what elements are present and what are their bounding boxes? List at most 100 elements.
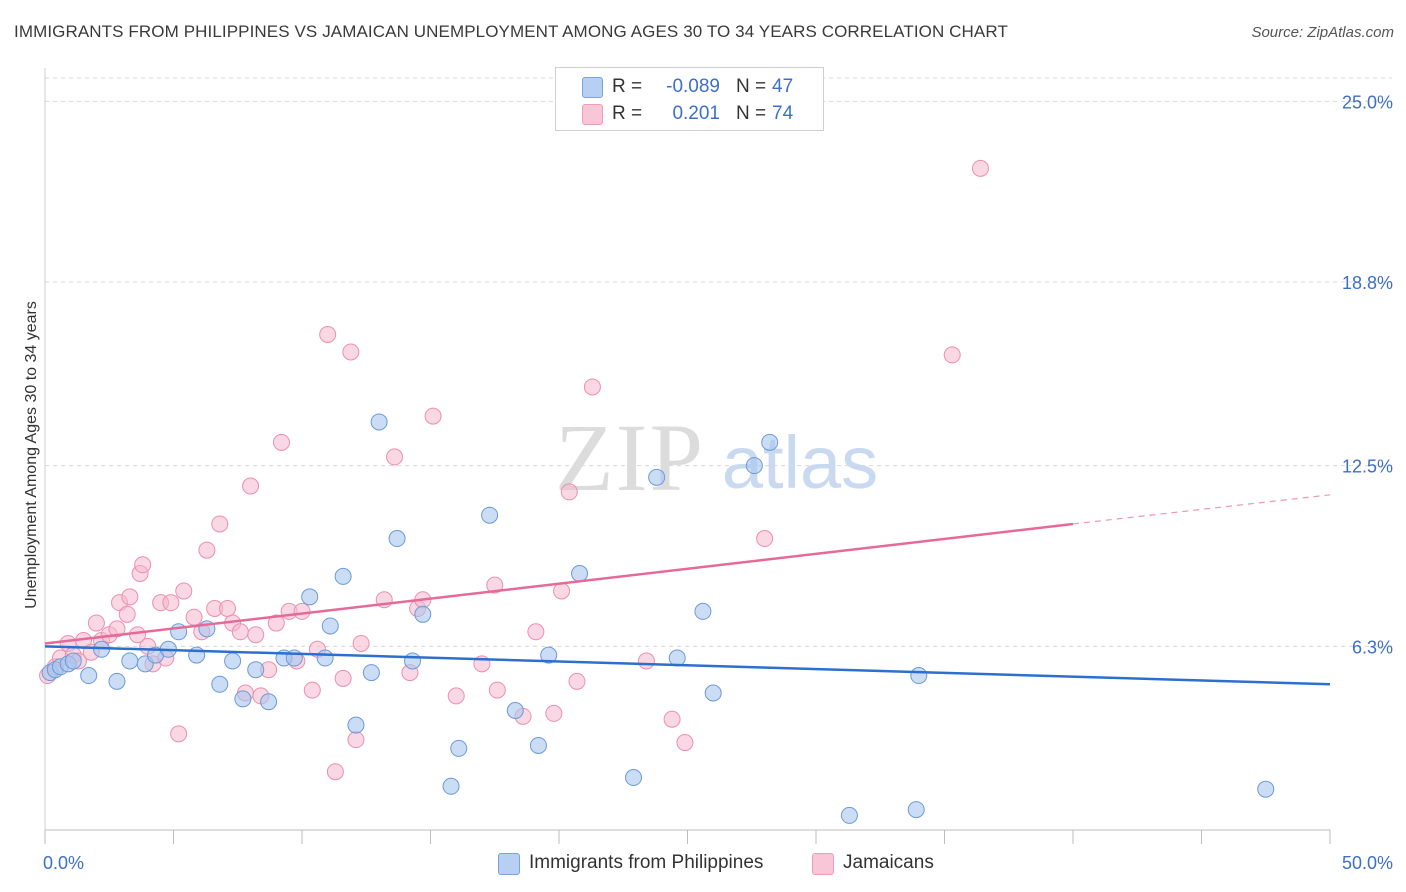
philippines-point	[224, 652, 242, 670]
watermark-zip: ZIP	[555, 404, 705, 511]
jamaicans-point	[118, 605, 136, 623]
philippines-point	[316, 649, 334, 667]
jamaicans-point	[352, 634, 370, 652]
philippines-point	[625, 769, 643, 787]
jamaicans-point	[347, 731, 365, 749]
legend-n-value: 74	[772, 103, 794, 124]
jamaicans-trend-extension	[1072, 494, 1331, 525]
jamaicans-point	[303, 681, 321, 699]
legend-label-jamaicans: Jamaicans	[843, 852, 934, 873]
trend-lines	[44, 494, 1331, 686]
y-tick-label: 25.0%	[1342, 92, 1393, 112]
watermark-atlas: atlas	[722, 421, 878, 504]
legend-swatch-pink	[582, 104, 603, 125]
jamaicans-point	[568, 672, 586, 690]
legend-swatch-blue	[498, 853, 520, 875]
philippines-point	[80, 667, 98, 685]
jamaicans-point	[637, 652, 655, 670]
philippines-point	[108, 672, 126, 690]
jamaicans-point	[242, 477, 260, 495]
stats-legend: R = -0.089 N = 47 R = 0.201 N = 74	[555, 67, 824, 131]
jamaicans-trend-line	[44, 522, 1074, 645]
legend-label-philippines: Immigrants from Philippines	[529, 852, 764, 873]
jamaicans-point	[756, 530, 774, 548]
jamaicans-point	[134, 556, 152, 574]
axes	[44, 68, 1331, 844]
jamaicans-point	[211, 515, 229, 533]
jamaicans-point	[424, 407, 442, 425]
philippines-point	[414, 605, 432, 623]
philippines-point	[247, 661, 265, 679]
jamaicans-point	[231, 623, 249, 641]
jamaicans-point	[486, 576, 504, 594]
jamaicans-point	[87, 614, 105, 632]
jamaicans-point	[218, 599, 236, 617]
philippines-point	[234, 690, 252, 708]
jamaicans-point	[185, 608, 203, 626]
philippines-point	[571, 565, 589, 583]
jamaicans-point	[334, 669, 352, 687]
philippines-points	[41, 413, 1275, 824]
jamaicans-point	[663, 710, 681, 728]
jamaicans-point	[272, 433, 290, 451]
x-tick-label: 0.0%	[43, 853, 84, 873]
philippines-point	[450, 739, 468, 757]
philippines-point	[540, 646, 558, 664]
philippines-point	[442, 777, 460, 795]
y-tick-label: 12.5%	[1342, 457, 1393, 477]
source-credit: Source: ZipAtlas.com	[1251, 24, 1394, 41]
legend-r-label: R =	[612, 76, 643, 97]
philippines-point	[334, 567, 352, 585]
legend-r-value: 0.201	[672, 103, 720, 124]
philippines-point	[704, 684, 722, 702]
legend-r-value: -0.089	[666, 76, 720, 97]
philippines-point	[694, 602, 712, 620]
chart-title: IMMIGRANTS FROM PHILIPPINES VS JAMAICAN …	[14, 22, 1008, 41]
jamaicans-point	[386, 448, 404, 466]
jamaicans-point	[267, 614, 285, 632]
y-axis-label: Unemployment Among Ages 30 to 34 years	[23, 301, 40, 609]
tick-labels: 6.3% 12.5% 18.8% 25.0% 0.0% 50.0%	[43, 92, 1393, 873]
philippines-point	[506, 701, 524, 719]
philippines-point	[907, 801, 925, 819]
jamaicans-point	[293, 602, 311, 620]
philippines-point	[761, 433, 779, 451]
jamaicans-point	[447, 687, 465, 705]
jamaicans-point	[247, 626, 265, 644]
philippines-point	[362, 664, 380, 682]
philippines-point	[388, 530, 406, 548]
philippines-point	[648, 468, 666, 486]
y-tick-label: 6.3%	[1352, 637, 1393, 657]
legend-swatch-blue	[582, 77, 603, 98]
jamaicans-point	[175, 582, 193, 600]
legend-n-label: N =	[736, 103, 767, 124]
legend-r-label: R =	[612, 103, 643, 124]
jamaicans-point	[560, 483, 578, 501]
jamaicans-point	[583, 378, 601, 396]
jamaicans-point	[971, 159, 989, 177]
philippines-point	[347, 716, 365, 734]
philippines-point	[211, 675, 229, 693]
x-tick-label: 50.0%	[1342, 853, 1393, 873]
jamaicans-point	[943, 346, 961, 364]
philippines-point	[910, 667, 928, 685]
jamaicans-point	[527, 623, 545, 641]
philippines-trend-line	[44, 645, 1331, 686]
jamaicans-point	[319, 325, 337, 343]
jamaicans-point	[198, 541, 216, 559]
philippines-point	[481, 506, 499, 524]
philippines-point	[64, 652, 82, 670]
philippines-point	[404, 652, 422, 670]
philippines-point	[1257, 780, 1275, 798]
jamaicans-point	[326, 763, 344, 781]
legend-n-label: N =	[736, 76, 767, 97]
jamaicans-point	[170, 725, 188, 743]
y-tick-label: 18.8%	[1342, 273, 1393, 293]
philippines-point	[529, 736, 547, 754]
jamaicans-point	[108, 620, 126, 638]
philippines-point	[745, 457, 763, 475]
jamaicans-point	[488, 681, 506, 699]
philippines-point	[840, 806, 858, 824]
legend-swatch-pink	[812, 853, 834, 875]
philippines-point	[370, 413, 388, 431]
